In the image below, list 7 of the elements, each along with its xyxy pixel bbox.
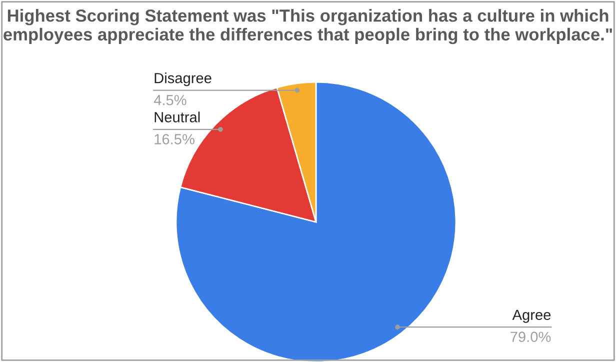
data-label: 79.0% (510, 332, 551, 342)
slice-label: Disagree (154, 72, 212, 86)
slice-label: Neutral (154, 112, 200, 122)
chart-title: Highest Scoring Statement was "This organization has a culture in which employees appreciate the differences that people bring to the workplace." (4, 9, 612, 44)
slice-label: Agree (512, 310, 551, 323)
data-label: 4.5% (154, 94, 186, 106)
data-label: 16.5% (154, 134, 194, 144)
